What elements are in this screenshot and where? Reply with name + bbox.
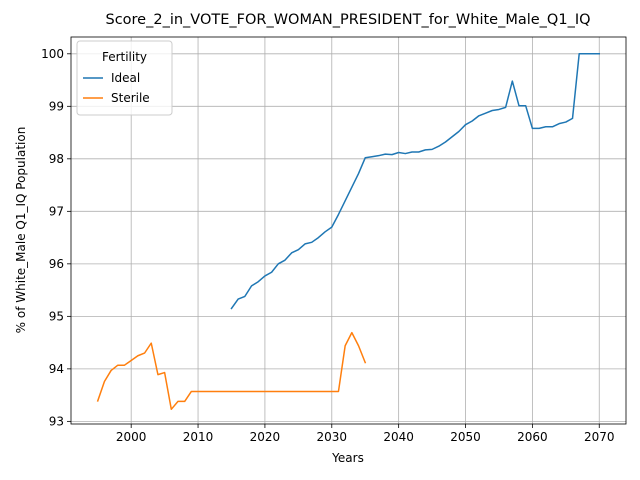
legend-box	[76, 40, 173, 116]
y-tick-label: 100	[41, 47, 64, 61]
legend-title: Fertility	[102, 50, 147, 64]
series-line-sterile	[96, 331, 367, 411]
legend-label-sterile: Sterile	[111, 91, 150, 105]
y-tick-label: 93	[49, 414, 64, 428]
x-tick-label: 2060	[517, 430, 548, 444]
x-tick-label: 2010	[183, 430, 214, 444]
y-tick-label: 99	[49, 99, 64, 113]
x-tick-label: 2070	[584, 430, 615, 444]
y-tick-label: 95	[49, 309, 64, 323]
x-tick-label: 2030	[317, 430, 348, 444]
y-axis-ticks: 93 94 95 96 97 98 99 100	[41, 47, 71, 428]
y-tick-label: 94	[49, 362, 64, 376]
grid	[71, 37, 626, 424]
series-layer	[96, 53, 600, 411]
x-tick-label: 2000	[116, 430, 147, 444]
y-tick-label: 98	[49, 152, 64, 166]
y-tick-label: 97	[49, 204, 64, 218]
x-axis-ticks: 2000 2010 2020 2030 2040 2050 2060 2070	[116, 424, 615, 444]
legend: Fertility Ideal Sterile	[76, 40, 173, 116]
y-axis-label: % of White_Male Q1_IQ Population	[14, 127, 28, 334]
x-tick-label: 2020	[250, 430, 281, 444]
x-tick-label: 2050	[450, 430, 481, 444]
legend-label-ideal: Ideal	[111, 71, 140, 85]
chart-title: Score_2_in_VOTE_FOR_WOMAN_PRESIDENT_for_…	[105, 12, 590, 28]
series-line-ideal	[230, 53, 600, 310]
y-tick-label: 96	[49, 257, 64, 271]
x-tick-label: 2040	[383, 430, 414, 444]
x-axis-label: Years	[331, 451, 364, 465]
axes-frame	[70, 36, 627, 425]
